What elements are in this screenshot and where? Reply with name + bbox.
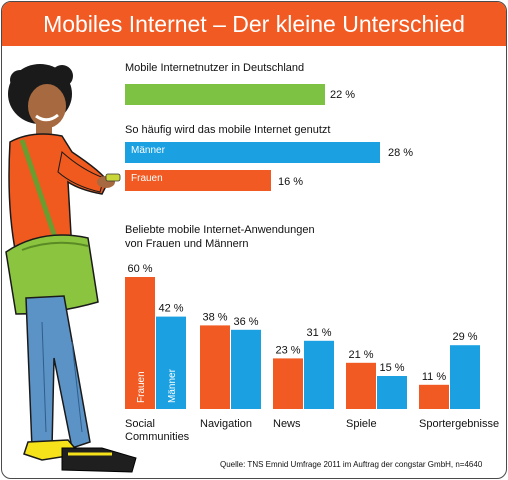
category-label-social-1: Social: [125, 418, 155, 430]
apps-chart-title-line1: Beliebte mobile Internet-Anwendungen: [125, 224, 315, 236]
bar-men-3: [377, 376, 407, 409]
value-label-women-2: 23 %: [275, 344, 300, 356]
inbar-label-men: Männer: [167, 368, 178, 403]
source-note: Quelle: TNS Emnid Umfrage 2011 im Auftra…: [220, 460, 483, 469]
inbar-label-women: Frauen: [136, 371, 147, 403]
bar-women-4: [419, 384, 449, 409]
women-value-label: 16 %: [278, 176, 304, 188]
women-bar-label: Frauen: [131, 173, 163, 184]
value-label-men-1: 36 %: [233, 316, 258, 328]
value-label-women-0: 60 %: [127, 263, 152, 275]
bar-men-2: [304, 340, 334, 409]
bar-women-3: [346, 362, 376, 409]
infographic-title: Mobiles Internet – Der kleine Unterschie…: [2, 2, 506, 46]
value-label-men-3: 15 %: [379, 362, 404, 374]
bar-men-0: [156, 316, 186, 409]
category-label-games: Spiele: [346, 418, 377, 430]
category-label-news: News: [273, 418, 301, 430]
women-bar: Frauen: [125, 170, 271, 191]
bar-men-1: [231, 329, 261, 409]
users-bar: [125, 84, 325, 105]
users-chart-title: Mobile Internetnutzer in Deutschland: [125, 62, 305, 74]
bar-women-2: [273, 358, 303, 409]
bar-women-0: [125, 277, 155, 409]
category-label-navigation: Navigation: [200, 418, 252, 430]
value-label-women-3: 21 %: [348, 349, 373, 361]
phone-icon: [105, 173, 121, 182]
men-bar-label: Männer: [131, 145, 165, 156]
value-label-women-1: 38 %: [202, 311, 227, 323]
bar-men-4: [450, 345, 480, 409]
men-value-label: 28 %: [388, 147, 414, 159]
value-label-men-0: 42 %: [158, 303, 183, 315]
orange-sweater: [8, 133, 109, 265]
value-label-men-2: 31 %: [306, 327, 331, 339]
users-value-label: 22 %: [330, 89, 356, 101]
men-bar: Männer: [125, 142, 380, 163]
apps-chart-title-line2: von Frauen und Männern: [125, 238, 249, 250]
bar-women-1: [200, 325, 230, 409]
freq-chart-title: So häufig wird das mobile Internet genut…: [125, 124, 331, 136]
category-label-social-2: Communities: [125, 431, 190, 443]
category-label-sports: Sportergebnisse: [419, 418, 500, 430]
value-label-men-4: 29 %: [452, 331, 477, 343]
value-label-women-4: 11 %: [422, 371, 446, 383]
